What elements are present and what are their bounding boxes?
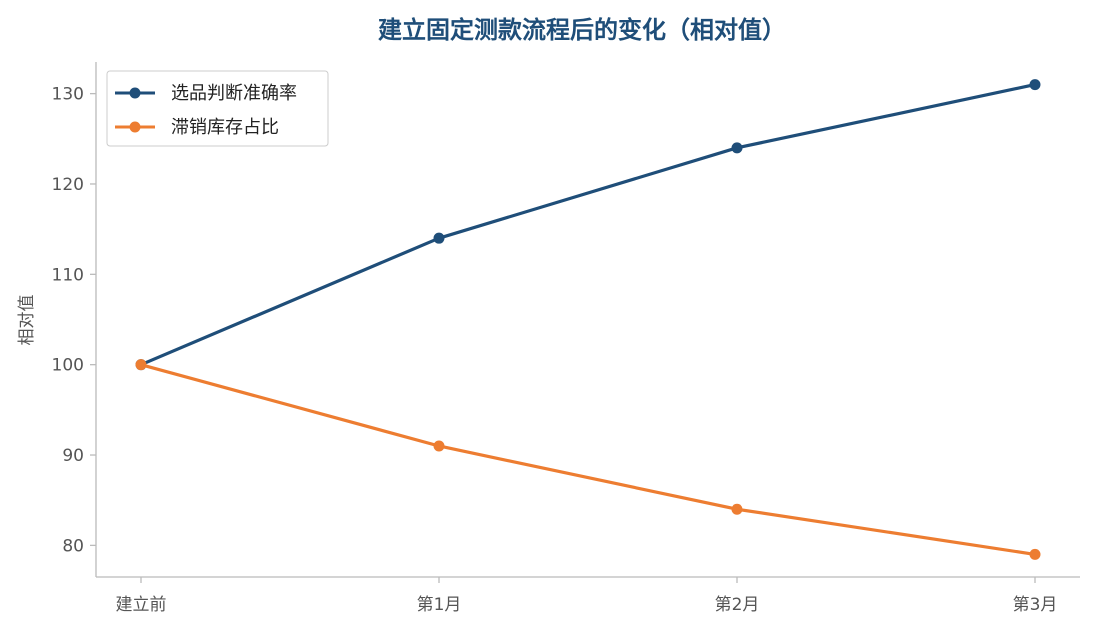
y-tick-label: 100 [52,356,84,376]
series-line-1 [139,363,1037,557]
series-layer [135,79,1041,560]
y-tick-label: 110 [52,265,84,285]
data-point[interactable] [1029,548,1041,560]
x-tick-label: 第2月 [715,595,760,615]
legend-box [106,70,329,147]
y-tick-label: 90 [62,446,84,466]
x-tick-label: 建立前 [116,595,167,615]
data-point[interactable] [433,440,445,452]
series-1 [135,359,1041,560]
y-tick-label: 120 [52,175,84,195]
y-axis-label: 相对值 [17,295,37,346]
legend-label-accuracy: 选品判断准确率 [171,83,297,104]
x-ticks: 建立前 第1月 第2月 第3月 [116,577,1058,615]
data-point[interactable] [1029,79,1041,91]
legend-entry-slow-inventory[interactable]: 滞销库存占比 [115,117,279,138]
legend-marker-slow-inventory [129,121,141,133]
data-point[interactable] [433,232,445,244]
y-tick-label: 130 [52,85,84,105]
y-tick-label: 80 [62,536,84,556]
legend-label-slow-inventory: 滞销库存占比 [171,117,279,138]
x-tick-label: 第3月 [1013,595,1058,615]
x-tick-label: 第1月 [417,595,462,615]
legend-entry-accuracy[interactable]: 选品判断准确率 [115,83,297,104]
series-line-0 [139,82,1037,367]
axes [95,62,1080,578]
legend[interactable]: 选品判断准确率 滞销库存占比 [106,70,329,147]
y-ticks: 80 90 100 110 120 130 [52,85,96,556]
legend-marker-accuracy [129,87,141,99]
chart-title: 建立固定测款流程后的变化（相对值） [378,16,786,44]
data-point[interactable] [731,503,743,515]
data-point[interactable] [731,142,743,154]
data-point[interactable] [135,359,147,371]
